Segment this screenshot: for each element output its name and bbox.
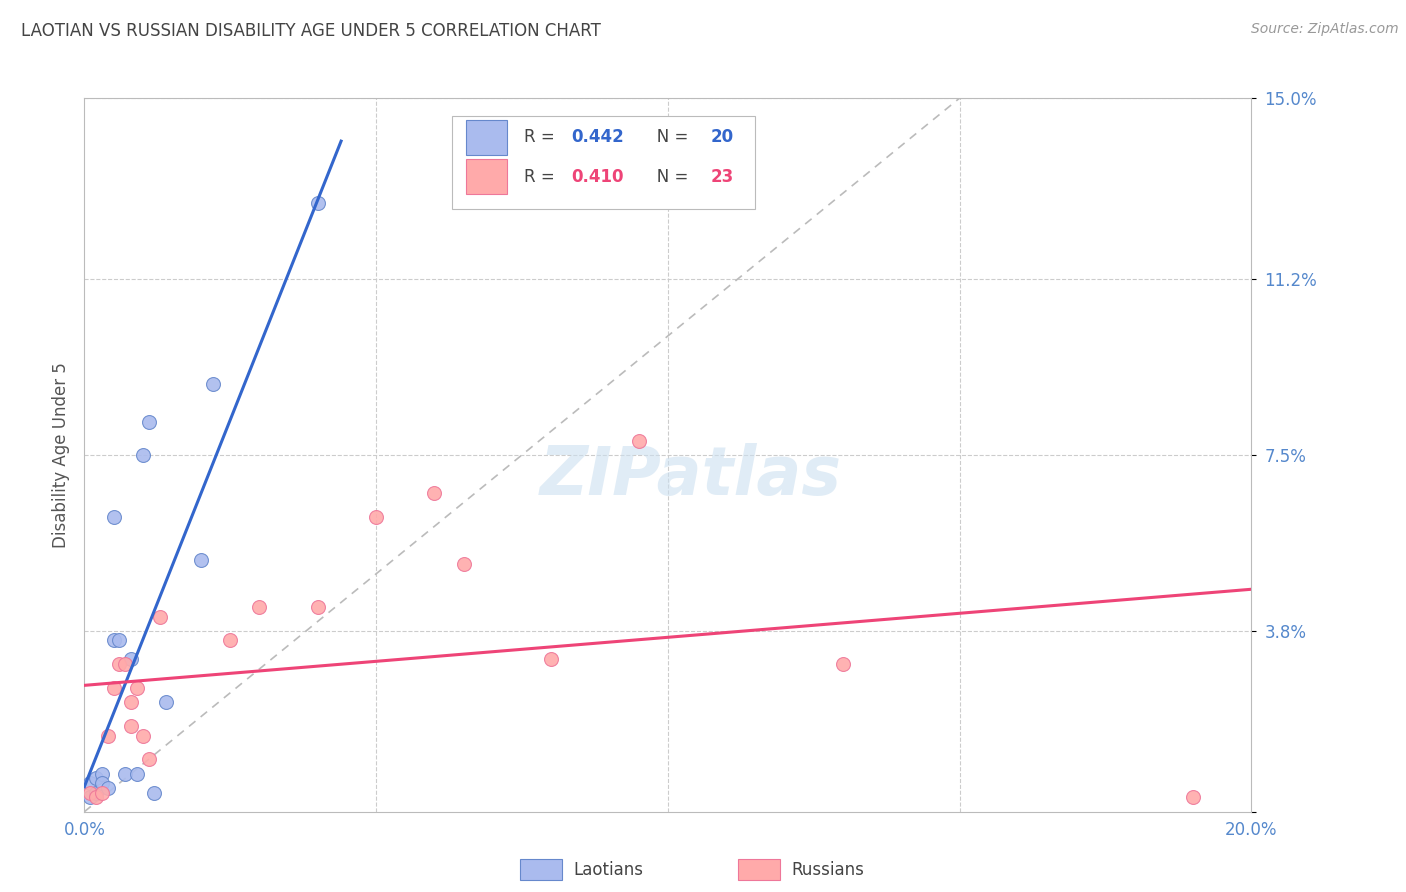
Point — [125, 766, 148, 780]
Point — [247, 600, 270, 615]
FancyBboxPatch shape — [465, 120, 506, 155]
Point — [307, 600, 329, 615]
FancyBboxPatch shape — [465, 159, 506, 194]
Point — [79, 786, 101, 800]
Point — [149, 609, 172, 624]
Point — [132, 729, 155, 743]
Point — [114, 657, 136, 672]
Text: 23: 23 — [711, 168, 734, 186]
Point — [97, 780, 120, 795]
Text: 0.442: 0.442 — [571, 128, 624, 146]
Point — [90, 766, 112, 780]
FancyBboxPatch shape — [451, 116, 755, 209]
Point — [120, 695, 142, 709]
Point — [307, 195, 329, 210]
Point — [125, 681, 148, 695]
Point — [627, 434, 650, 448]
Point — [90, 776, 112, 790]
Point — [1181, 790, 1204, 805]
Text: Laotians: Laotians — [574, 861, 644, 879]
Text: Russians: Russians — [792, 861, 865, 879]
Point — [103, 633, 125, 648]
Point — [540, 652, 562, 666]
Text: N =: N = — [641, 168, 693, 186]
Point — [103, 681, 125, 695]
Point — [108, 633, 131, 648]
Point — [132, 448, 155, 462]
Point — [138, 415, 160, 429]
Point — [832, 657, 855, 672]
Point — [103, 509, 125, 524]
Text: ZIPatlas: ZIPatlas — [540, 443, 842, 509]
Y-axis label: Disability Age Under 5: Disability Age Under 5 — [52, 362, 70, 548]
Point — [423, 486, 446, 500]
Point — [97, 729, 120, 743]
Point — [114, 766, 136, 780]
Point — [190, 552, 212, 566]
Text: R =: R = — [524, 128, 561, 146]
Text: 20: 20 — [711, 128, 734, 146]
Point — [201, 376, 224, 391]
Text: LAOTIAN VS RUSSIAN DISABILITY AGE UNDER 5 CORRELATION CHART: LAOTIAN VS RUSSIAN DISABILITY AGE UNDER … — [21, 22, 600, 40]
Text: N =: N = — [641, 128, 693, 146]
Point — [366, 509, 388, 524]
Point — [79, 790, 101, 805]
Text: Source: ZipAtlas.com: Source: ZipAtlas.com — [1251, 22, 1399, 37]
Point — [219, 633, 242, 648]
Point — [108, 657, 131, 672]
Point — [120, 719, 142, 733]
Text: 0.410: 0.410 — [571, 168, 623, 186]
Point — [84, 772, 107, 786]
Point — [143, 786, 166, 800]
Text: R =: R = — [524, 168, 561, 186]
Point — [120, 652, 142, 666]
Point — [84, 790, 107, 805]
Point — [155, 695, 177, 709]
Point — [453, 558, 475, 572]
Point — [79, 776, 101, 790]
Point — [138, 752, 160, 766]
Point — [84, 786, 107, 800]
Point — [90, 786, 112, 800]
